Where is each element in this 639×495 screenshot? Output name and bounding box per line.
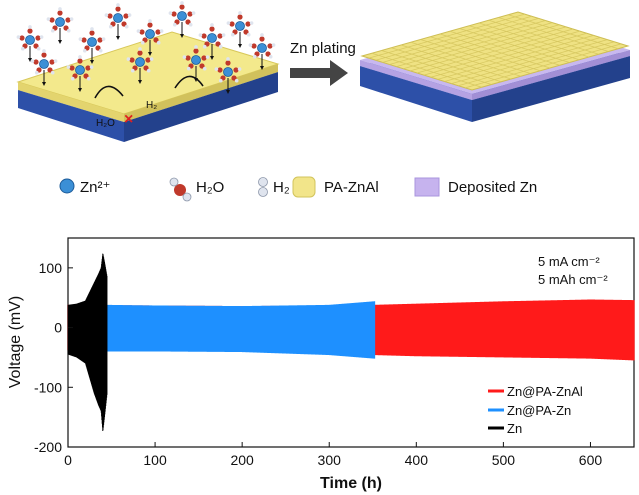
bare-zn-schematic: H₂O H₂ × — [16, 1, 280, 142]
blocked-mark-icon: × — [124, 111, 133, 128]
axis-layer: 0 100 200 300 400 500 600 -200 -100 0 100 — [34, 260, 602, 468]
series-zn-pa-zn — [106, 301, 376, 359]
legend-pa-znal-label: PA-ZnAl — [324, 179, 379, 196]
hydrated-zn-ion-icon — [168, 1, 196, 38]
reaction-arrow-icon — [94, 85, 124, 99]
y-axis-title: Voltage (mV) — [7, 296, 24, 388]
hydrated-zn-ion-icon — [198, 23, 226, 60]
h2-label: H₂ — [146, 100, 157, 111]
x-tick-label: 400 — [405, 452, 429, 468]
x-tick-label: 500 — [492, 452, 516, 468]
series-layer — [67, 253, 635, 432]
y-tick-label: 0 — [54, 320, 62, 336]
legend-water-label: H₂O — [196, 179, 224, 196]
water-molecule-icon — [169, 177, 192, 202]
water-label: H₂O — [96, 118, 115, 129]
ion-cloud — [16, 1, 276, 94]
deposit-texture — [368, 13, 622, 89]
hydrated-zn-ion-icon — [104, 3, 132, 40]
x-tick-label: 0 — [64, 452, 72, 468]
legend-h2-label: H₂ — [273, 179, 290, 196]
pa-znal-icon — [292, 176, 316, 198]
hydrated-zn-ion-icon — [248, 33, 276, 70]
x-tick-label: 100 — [143, 452, 167, 468]
plating-arrow: Zn plating — [290, 40, 356, 86]
chart-legend: Zn@PA-ZnAl Zn@PA-Zn Zn — [488, 384, 583, 436]
reaction-arrow-icon — [174, 75, 204, 89]
y-tick-label: 100 — [39, 260, 63, 276]
deposited-zn-icon — [414, 177, 440, 197]
deposited-zn-schematic — [360, 11, 630, 122]
plating-arrow-label: Zn plating — [290, 40, 356, 57]
hydrated-zn-ion-icon — [214, 57, 242, 94]
x-tick-label: 600 — [579, 452, 603, 468]
hydrated-zn-ion-icon — [126, 47, 154, 84]
legend-zn-pa-znal-label: Zn@PA-ZnAl — [507, 384, 583, 399]
x-axis-title: Time (h) — [320, 475, 382, 492]
zn-ion-icon — [59, 178, 75, 194]
y-tick-label: -100 — [34, 379, 62, 395]
hydrated-zn-ion-icon — [78, 27, 106, 64]
hydrated-zn-ion-icon — [66, 55, 94, 92]
legend-zn-ion-label: Zn²⁺ — [80, 179, 110, 196]
legend-deposited-zn-label: Deposited Zn — [448, 179, 537, 196]
x-tick-label: 200 — [230, 452, 254, 468]
hydrated-zn-ion-icon — [16, 25, 44, 62]
legend-zn-pa-zn-label: Zn@PA-Zn — [507, 403, 571, 418]
hydrated-zn-ion-icon — [30, 49, 58, 86]
h2-molecule-icon — [258, 177, 268, 197]
hydrated-zn-ion-icon — [226, 11, 254, 48]
schematic-legend: Zn²⁺ H₂O H₂ PA-ZnAl Deposited Zn — [59, 176, 537, 202]
right-arrow-icon — [290, 60, 348, 86]
annotation-current-density: 5 mA cm⁻² — [538, 254, 600, 269]
series-band-zn — [67, 253, 108, 432]
annotation-capacity: 5 mAh cm⁻² — [538, 272, 608, 287]
y-tick-label: -200 — [34, 439, 62, 455]
voltage-chart: 0 100 200 300 400 500 600 -200 -100 0 100 5 mA cm⁻… — [7, 237, 635, 492]
hydrated-zn-ion-icon — [46, 7, 74, 44]
legend-zn-label: Zn — [507, 421, 522, 436]
series-band-zn-pa-zn — [106, 301, 376, 359]
hydrated-zn-ion-icon — [182, 45, 210, 82]
series-zn — [67, 253, 108, 432]
hydrated-zn-ion-icon — [136, 19, 164, 56]
x-tick-label: 300 — [318, 452, 342, 468]
